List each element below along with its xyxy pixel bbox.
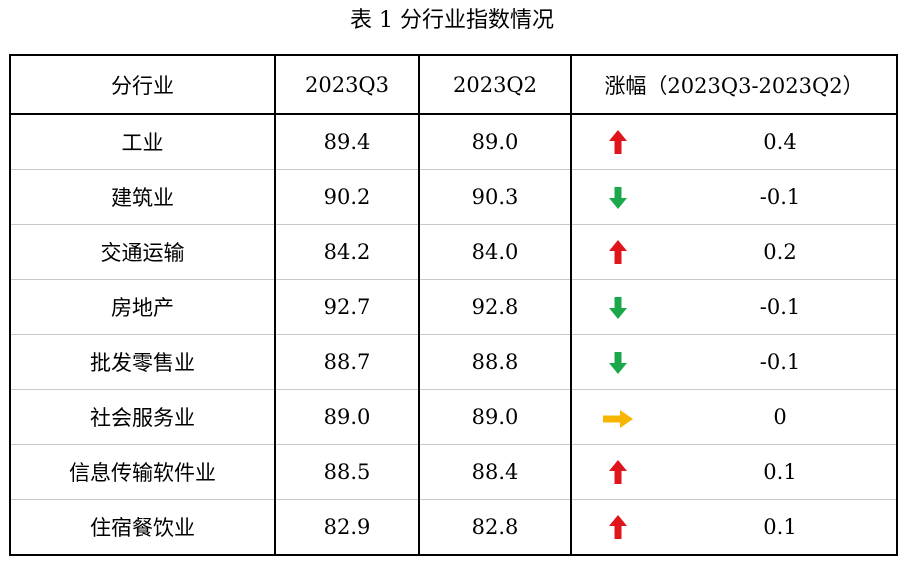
arrow-up-icon xyxy=(609,130,627,155)
arrow-right-icon xyxy=(603,409,633,428)
arrow-up-icon xyxy=(609,460,627,485)
header-change: 涨幅（2023Q3-2023Q2） xyxy=(569,54,899,115)
industry-index-table: 分行业 2023Q3 2023Q2 涨幅（2023Q3-2023Q2） 工业 89… xyxy=(9,54,899,556)
value-2023q2: 90.3 xyxy=(418,169,572,225)
value-2023q3: 88.5 xyxy=(274,444,420,500)
trend-cell xyxy=(570,389,664,445)
value-2023q3: 89.4 xyxy=(274,114,420,170)
table-row: 房地产 92.7 92.8 -0.1 xyxy=(9,279,899,335)
industry-name: 住宿餐饮业 xyxy=(9,499,276,556)
trend-cell xyxy=(570,114,664,170)
industry-name: 批发零售业 xyxy=(9,334,276,390)
table-row: 工业 89.4 89.0 0.4 xyxy=(9,114,899,170)
change-value: 0.2 xyxy=(664,224,899,280)
trend-cell xyxy=(570,334,664,390)
table-row: 住宿餐饮业 82.9 82.8 0.1 xyxy=(9,499,899,556)
header-2023q2: 2023Q2 xyxy=(418,54,572,115)
header-2023q3: 2023Q3 xyxy=(274,54,420,115)
value-2023q2: 88.4 xyxy=(418,444,572,500)
value-2023q2: 82.8 xyxy=(418,499,572,556)
arrow-up-icon xyxy=(609,240,627,265)
change-value: 0.1 xyxy=(664,444,899,500)
value-2023q2: 89.0 xyxy=(418,389,572,445)
change-value: 0 xyxy=(664,389,899,445)
table-row: 批发零售业 88.7 88.8 -0.1 xyxy=(9,334,899,390)
industry-name: 信息传输软件业 xyxy=(9,444,276,500)
arrow-up-icon xyxy=(609,515,627,540)
industry-name: 社会服务业 xyxy=(9,389,276,445)
value-2023q3: 92.7 xyxy=(274,279,420,335)
industry-name: 建筑业 xyxy=(9,169,276,225)
header-industry: 分行业 xyxy=(9,54,276,115)
value-2023q3: 88.7 xyxy=(274,334,420,390)
header-row: 分行业 2023Q3 2023Q2 涨幅（2023Q3-2023Q2） xyxy=(9,54,899,115)
table-title: 表 1 分行业指数情况 xyxy=(350,8,554,33)
change-value: -0.1 xyxy=(664,279,899,335)
trend-cell xyxy=(570,279,664,335)
arrow-down-icon xyxy=(609,351,627,374)
value-2023q3: 89.0 xyxy=(274,389,420,445)
trend-cell xyxy=(570,169,664,225)
change-value: -0.1 xyxy=(664,169,899,225)
table-row: 社会服务业 89.0 89.0 0 xyxy=(9,389,899,445)
value-2023q3: 82.9 xyxy=(274,499,420,556)
arrow-down-icon xyxy=(609,186,627,209)
value-2023q3: 84.2 xyxy=(274,224,420,280)
change-value: 0.1 xyxy=(664,499,899,556)
arrow-down-icon xyxy=(609,296,627,319)
value-2023q2: 92.8 xyxy=(418,279,572,335)
table-row: 建筑业 90.2 90.3 -0.1 xyxy=(9,169,899,225)
industry-name: 房地产 xyxy=(9,279,276,335)
value-2023q2: 88.8 xyxy=(418,334,572,390)
change-value: -0.1 xyxy=(664,334,899,390)
value-2023q2: 84.0 xyxy=(418,224,572,280)
trend-cell xyxy=(570,224,664,280)
change-value: 0.4 xyxy=(664,114,899,170)
trend-cell xyxy=(570,499,664,556)
trend-cell xyxy=(570,444,664,500)
industry-name: 交通运输 xyxy=(9,224,276,280)
value-2023q3: 90.2 xyxy=(274,169,420,225)
table-row: 信息传输软件业 88.5 88.4 0.1 xyxy=(9,444,899,500)
value-2023q2: 89.0 xyxy=(418,114,572,170)
industry-name: 工业 xyxy=(9,114,276,170)
table-row: 交通运输 84.2 84.0 0.2 xyxy=(9,224,899,280)
